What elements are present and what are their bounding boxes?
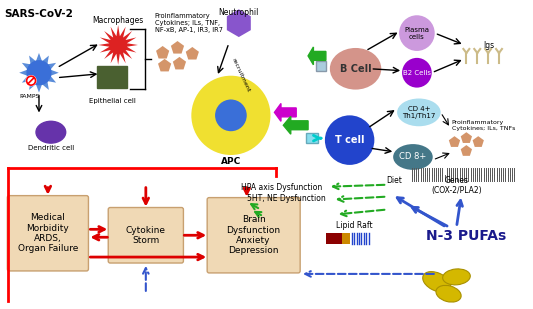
Text: T cell: T cell <box>335 135 365 145</box>
Text: CD 4+
Th1/Th17: CD 4+ Th1/Th17 <box>402 106 435 119</box>
Polygon shape <box>185 47 199 60</box>
Circle shape <box>191 76 270 155</box>
Text: CD 8+: CD 8+ <box>399 152 426 162</box>
Polygon shape <box>173 57 186 70</box>
Ellipse shape <box>436 286 461 302</box>
Ellipse shape <box>442 269 470 285</box>
Text: Genes
(COX-2/PLA2): Genes (COX-2/PLA2) <box>431 176 482 195</box>
Text: Cytokine
Storm: Cytokine Storm <box>126 226 166 245</box>
Circle shape <box>402 58 432 88</box>
Bar <box>342 233 350 244</box>
Text: Lipid Raft: Lipid Raft <box>336 221 373 231</box>
Text: Dendritic cell: Dendritic cell <box>28 145 74 151</box>
Text: B2 Cells: B2 Cells <box>403 70 431 76</box>
Ellipse shape <box>397 99 441 126</box>
Polygon shape <box>449 136 460 147</box>
Ellipse shape <box>423 272 450 292</box>
Text: Brain
Dysfunction
Anxiety
Depression: Brain Dysfunction Anxiety Depression <box>227 215 281 255</box>
Text: 5HT, NE Dysfunction: 5HT, NE Dysfunction <box>247 194 326 203</box>
Bar <box>316 61 326 71</box>
Ellipse shape <box>393 144 433 170</box>
Polygon shape <box>158 59 171 71</box>
Polygon shape <box>461 132 472 143</box>
Circle shape <box>399 15 435 51</box>
Text: Medical
Morbidity
ARDS,
Organ Failure: Medical Morbidity ARDS, Organ Failure <box>18 213 78 253</box>
Bar <box>306 133 318 143</box>
FancyBboxPatch shape <box>7 196 88 271</box>
Text: Plasma
cells: Plasma cells <box>405 27 430 40</box>
Text: Neutrophil: Neutrophil <box>219 8 259 17</box>
Polygon shape <box>99 25 138 65</box>
Text: Diet: Diet <box>386 176 402 185</box>
Text: Igs: Igs <box>483 41 494 50</box>
Polygon shape <box>156 46 169 58</box>
Circle shape <box>27 61 51 85</box>
Text: PAMPS: PAMPS <box>19 94 39 99</box>
Text: N-3 PUFAs: N-3 PUFAs <box>426 229 506 243</box>
FancyArrow shape <box>274 104 296 121</box>
Ellipse shape <box>330 48 381 90</box>
FancyArrow shape <box>284 116 308 134</box>
Text: Proinflammatory
Cytokines; ILs, TNFs: Proinflammatory Cytokines; ILs, TNFs <box>451 120 515 131</box>
Text: Epithelial cell: Epithelial cell <box>89 98 135 104</box>
Bar <box>326 233 342 244</box>
Text: Macrophages: Macrophages <box>93 16 144 25</box>
Text: HPA axis Dysfunction: HPA axis Dysfunction <box>241 183 322 192</box>
Bar <box>98 66 127 88</box>
Text: B Cell: B Cell <box>340 64 372 74</box>
Circle shape <box>215 99 247 131</box>
Text: SARS-CoV-2: SARS-CoV-2 <box>4 9 73 19</box>
Polygon shape <box>171 41 184 53</box>
FancyBboxPatch shape <box>207 198 300 273</box>
Text: Proinflammatory
Cytokines; ILs, TNF,
NF-xB, AP-1, IR3, IR7: Proinflammatory Cytokines; ILs, TNF, NF-… <box>155 13 223 33</box>
Polygon shape <box>227 9 251 37</box>
Circle shape <box>26 76 36 86</box>
Polygon shape <box>216 99 246 131</box>
Polygon shape <box>19 53 59 93</box>
Text: APC: APC <box>221 157 241 166</box>
Ellipse shape <box>36 121 66 143</box>
Polygon shape <box>206 90 255 141</box>
Polygon shape <box>461 145 472 156</box>
Polygon shape <box>473 136 484 147</box>
FancyBboxPatch shape <box>108 208 183 263</box>
Text: recruitment: recruitment <box>231 57 251 93</box>
FancyArrow shape <box>308 47 326 65</box>
Circle shape <box>325 115 374 165</box>
